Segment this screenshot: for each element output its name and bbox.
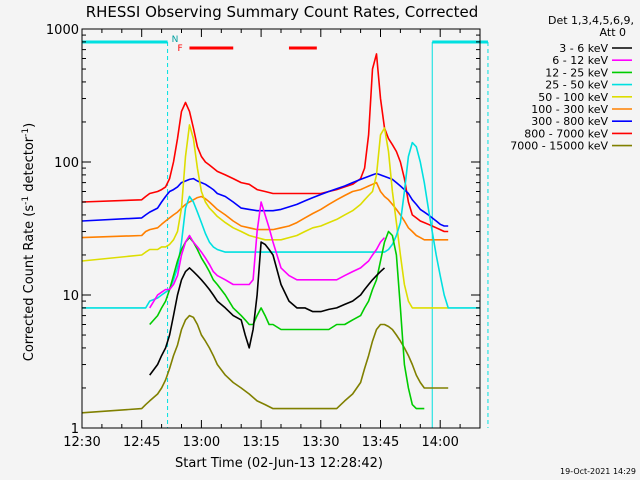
night-marker: N (172, 35, 179, 45)
x-tick-label: 13:00 (183, 435, 220, 450)
series-line-1 (149, 201, 386, 309)
x-axis: 12:30 12:45 13:00 13:15 13:30 13:45 14:00 (63, 29, 481, 450)
legend-label: 800 - 7000 keV (524, 127, 608, 140)
legend-label: 12 - 25 keV (545, 66, 608, 79)
x-tick-label: 13:30 (302, 435, 339, 450)
y-tick-label: 1000 (46, 23, 79, 38)
series-line-0 (149, 241, 386, 376)
chart-title: RHESSI Observing Summary Count Rates, Co… (86, 3, 479, 21)
y-tick-label: 100 (54, 156, 79, 171)
y-axis: 1 10 100 1000 (46, 23, 480, 437)
plot-area: NF (81, 28, 489, 429)
x-tick-label: 14:00 (421, 435, 458, 450)
x-tick-label: 13:45 (362, 435, 399, 450)
series-line-7 (81, 53, 449, 233)
x-axis-label: Start Time (02-Jun-13 12:28:42) (175, 456, 383, 471)
legend-label: 6 - 12 keV (552, 54, 608, 67)
y-axis-label: Corrected Count Rate (s-1 detector-1) (21, 123, 37, 361)
timestamp: 19-Oct-2021 14:29 (560, 467, 636, 476)
series-line-8 (81, 314, 449, 414)
legend-label: 25 - 50 keV (545, 79, 608, 92)
x-tick-label: 12:30 (63, 435, 100, 450)
legend-label: 7000 - 15000 keV (510, 140, 608, 153)
legend-label: 100 - 300 keV (531, 103, 608, 116)
y-tick-label: 1 (71, 422, 79, 437)
legend-label: 50 - 100 keV (538, 91, 608, 104)
series-line-2 (149, 230, 425, 410)
legend-header-line2: Att 0 (600, 26, 626, 39)
legend-header-line1: Det 1,3,4,5,6,9, (548, 14, 634, 27)
flare-marker: F (177, 44, 182, 54)
x-tick-label: 13:15 (242, 435, 279, 450)
y-tick-label: 10 (62, 289, 79, 304)
legend-label: 3 - 6 keV (559, 42, 608, 55)
x-tick-label: 12:45 (123, 435, 160, 450)
series-line-4 (81, 124, 449, 309)
series-line-6 (81, 172, 449, 227)
legend-label: 300 - 800 keV (531, 115, 608, 128)
